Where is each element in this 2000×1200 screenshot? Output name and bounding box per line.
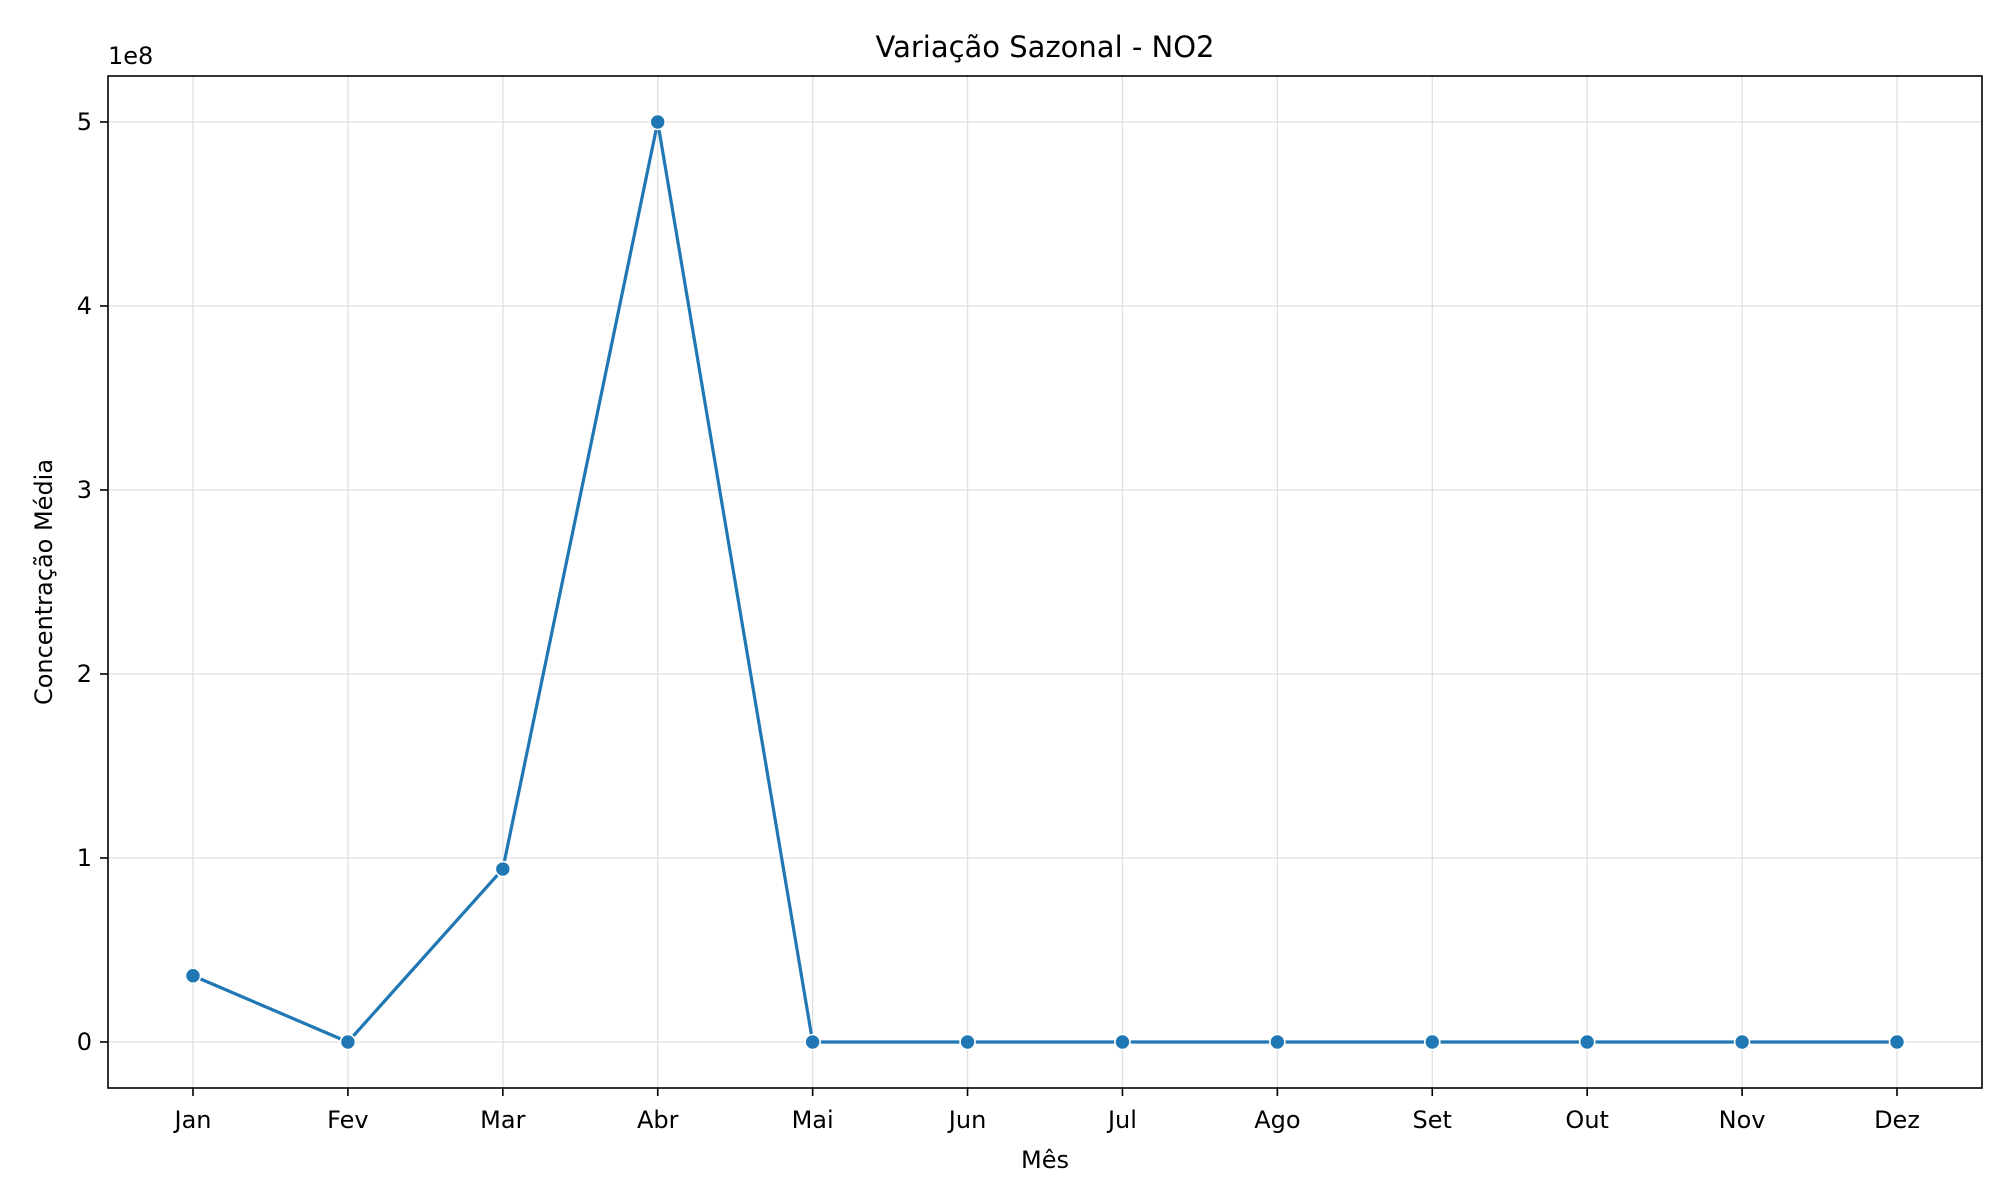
data-point [1888, 1033, 1906, 1051]
x-tick-label: Ago [1254, 1106, 1300, 1134]
y-tick-label: 4 [77, 292, 92, 320]
data-point [1269, 1033, 1286, 1051]
data-point [959, 1033, 976, 1051]
x-tick-label: Out [1565, 1106, 1609, 1134]
x-tick-label: Jun [947, 1106, 987, 1134]
y-tick-label: 0 [77, 1028, 92, 1056]
data-point [339, 1033, 357, 1051]
y-tick-label: 5 [77, 108, 92, 136]
x-tick-label: Fev [327, 1106, 368, 1134]
x-tick-label: Nov [1719, 1106, 1766, 1134]
y-axis-label: Concentração Média [30, 459, 58, 705]
data-point [1114, 1033, 1131, 1051]
x-tick-label: Mar [480, 1106, 525, 1134]
x-axis-ticks: Jan Fev Mar Abr Mai Jun Jul Ago Set Out Nov Dez [173, 1088, 1920, 1134]
y-axis-ticks: 0 1 2 3 4 5 [77, 108, 108, 1056]
data-point [1578, 1033, 1596, 1051]
x-tick-label: Set [1413, 1106, 1452, 1134]
grid-layer [108, 76, 1982, 1088]
y-tick-label: 3 [77, 476, 92, 504]
data-point [1733, 1033, 1751, 1051]
chart-title: Variação Sazonal - NO2 [875, 30, 1214, 64]
data-point [1423, 1033, 1441, 1051]
x-tick-label: Dez [1874, 1106, 1920, 1134]
x-tick-label: Jul [1106, 1106, 1137, 1134]
y-axis-offset-label: 1e8 [108, 42, 153, 70]
y-tick-label: 1 [77, 844, 92, 872]
y-tick-label: 2 [77, 660, 92, 688]
plot-frame [107, 75, 1983, 1089]
data-point [494, 860, 512, 878]
x-tick-label: Jan [173, 1106, 212, 1134]
data-point [184, 967, 202, 985]
x-tick-label: Abr [637, 1106, 679, 1134]
series-line [191, 120, 1899, 1044]
x-axis-label: Mês [1021, 1146, 1069, 1174]
series-layer [184, 113, 1906, 1051]
data-point [649, 113, 667, 131]
data-point [804, 1033, 821, 1051]
x-tick-label: Mai [792, 1106, 834, 1134]
